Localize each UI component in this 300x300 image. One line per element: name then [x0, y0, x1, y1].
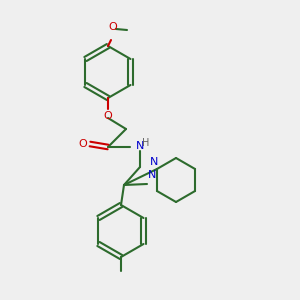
- Text: O: O: [109, 22, 117, 32]
- Text: N: N: [136, 141, 144, 151]
- Text: N: N: [148, 170, 156, 180]
- Text: H: H: [142, 138, 149, 148]
- Text: N: N: [150, 157, 158, 167]
- Text: O: O: [79, 139, 87, 149]
- Text: O: O: [103, 111, 112, 121]
